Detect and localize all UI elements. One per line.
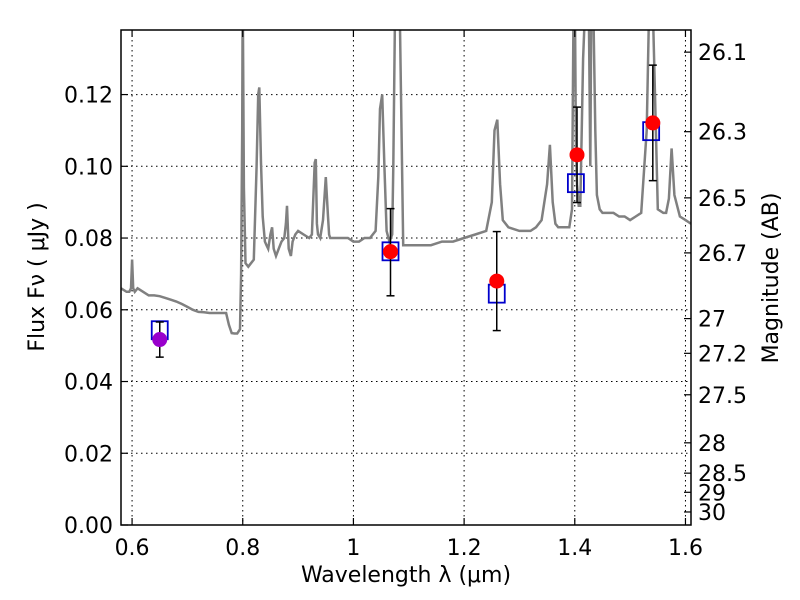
data-markers	[150, 64, 661, 358]
axis-ticks	[121, 30, 691, 526]
y2-tick-label: 30	[698, 501, 726, 526]
x-tick-label: 1.6	[668, 536, 703, 561]
y-tick-label: 0.12	[64, 84, 113, 109]
x-tick-label: 0.6	[115, 536, 150, 561]
y2-tick-label: 27.2	[698, 342, 747, 367]
plot-area	[121, 30, 691, 335]
y2-tick-label: 29	[698, 481, 726, 506]
model-point-square	[566, 173, 585, 194]
grid	[121, 30, 691, 526]
observed-point	[383, 244, 399, 260]
y2-tick-label: 26.1	[698, 41, 747, 66]
y2-tick-label: 28	[698, 432, 726, 457]
y-tick-label: 0.04	[64, 371, 113, 396]
x-tick-label: 1.4	[557, 536, 592, 561]
x-tick-label: 0.8	[225, 536, 260, 561]
y-tick-label: 0.02	[64, 442, 113, 467]
y-tick-label: 0.10	[64, 155, 113, 180]
observed-point	[569, 147, 585, 163]
y-tick-label: 0.06	[64, 299, 113, 324]
y2-tick-label: 26.7	[698, 242, 747, 267]
y2-tick-label: 28.5	[698, 462, 747, 487]
spectrum-line	[121, 30, 691, 335]
y2-tick-label: 27	[698, 308, 726, 333]
axis-tick-labels: 0.6 0.8 1 1.2 1.4 1.6 0.00 0.02 0.04 0.06 0.08 0.10…	[64, 41, 747, 561]
x-axis-title: Wavelength λ (μm)	[301, 563, 511, 588]
observed-point	[489, 273, 505, 289]
y-tick-label: 0.00	[64, 514, 113, 539]
observed-point	[152, 332, 168, 348]
y2-tick-label: 27.5	[698, 384, 747, 409]
y2-axis-title: Magnitude (AB)	[759, 193, 784, 364]
y2-tick-label: 26.3	[698, 121, 747, 146]
y-tick-label: 0.08	[64, 227, 113, 252]
plot-frame	[120, 29, 692, 526]
observed-point	[645, 115, 661, 131]
x-tick-label: 1.2	[447, 536, 482, 561]
y2-tick-label: 26.5	[698, 187, 747, 212]
x-tick-label: 1	[346, 536, 360, 561]
y-axis-title: Flux Fν ( μJy )	[25, 202, 50, 351]
